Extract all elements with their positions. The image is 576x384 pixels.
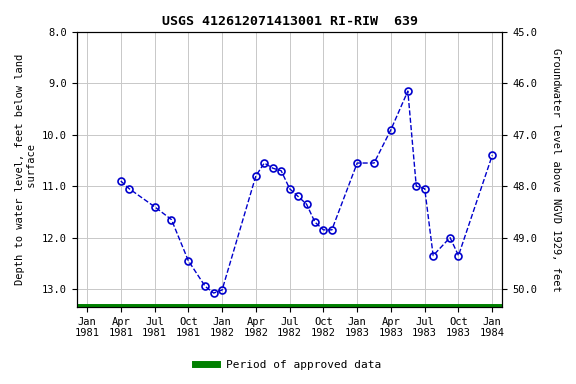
Title: USGS 412612071413001 RI-RIW  639: USGS 412612071413001 RI-RIW 639: [162, 15, 418, 28]
Y-axis label: Depth to water level, feet below land
 surface: Depth to water level, feet below land su…: [15, 54, 37, 285]
Y-axis label: Groundwater level above NGVD 1929, feet: Groundwater level above NGVD 1929, feet: [551, 48, 561, 291]
Legend: Period of approved data: Period of approved data: [191, 356, 385, 375]
